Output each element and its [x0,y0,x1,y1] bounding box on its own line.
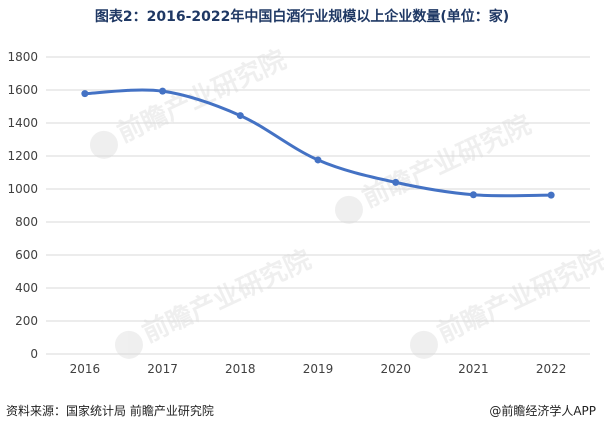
y-tick-label: 1400 [7,116,38,130]
data-point [392,178,400,186]
data-point [81,90,89,98]
watermark-logo-icon [89,130,118,159]
y-tick-label: 800 [15,215,38,229]
watermark-text: 前瞻产业研究院 [138,244,316,349]
x-tick-label: 2017 [147,362,178,376]
y-tick-label: 400 [15,281,38,295]
y-axis-ticks: 0 200 400 600 800 1000 1200 1400 1600 1800 [7,50,38,361]
x-tick-label: 2018 [225,362,256,376]
data-point [314,156,322,164]
y-tick-label: 0 [30,347,38,361]
data-point [469,191,477,199]
watermark-logo-icon [114,330,143,359]
chart-grid [46,56,590,355]
y-tick-label: 1800 [7,50,38,64]
brand-credit: @前瞻经济学人APP [489,404,596,418]
watermark: 前瞻产业研究院 [334,109,536,224]
x-tick-label: 2020 [380,362,411,376]
footer: 资料来源：国家统计局 前瞻产业研究院 @前瞻经济学人APP [0,400,604,422]
x-tick-label: 2019 [303,362,334,376]
source-note: 资料来源：国家统计局 前瞻产业研究院 [6,404,214,418]
watermark-text: 前瞻产业研究院 [113,44,291,149]
x-tick-label: 2016 [70,362,101,376]
y-tick-label: 1600 [7,83,38,97]
series-points [81,87,555,199]
watermark: 前瞻产业研究院 [114,244,316,359]
x-tick-label: 2022 [536,362,567,376]
watermark-logo-icon [334,195,363,224]
data-point [547,191,555,199]
watermark: 前瞻产业研究院 [89,44,291,159]
watermark-logo-icon [409,330,438,359]
watermark-text: 前瞻产业研究院 [358,109,536,214]
chart-title: 图表2：2016-2022年中国白酒行业规模以上企业数量(单位：家) [94,9,510,25]
x-axis-ticks: 2016 2017 2018 2019 2020 2021 2022 [70,362,567,376]
data-point [236,112,244,120]
y-tick-label: 1000 [7,182,38,196]
y-tick-label: 1200 [7,149,38,163]
watermark-text: 前瞻产业研究院 [433,244,604,349]
x-tick-label: 2021 [458,362,489,376]
data-point [159,87,167,95]
watermark: 前瞻产业研究院 [409,244,604,359]
y-tick-label: 200 [15,314,38,328]
y-tick-label: 600 [15,248,38,262]
